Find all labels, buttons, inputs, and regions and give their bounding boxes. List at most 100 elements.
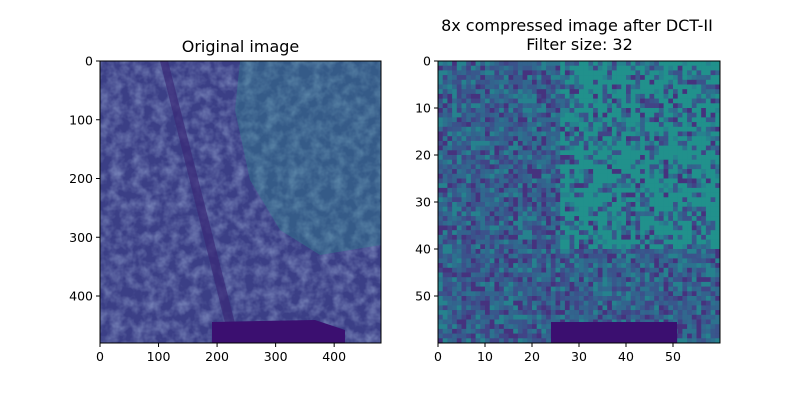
image-cell xyxy=(466,230,472,236)
image-cell xyxy=(494,267,500,273)
image-cell xyxy=(438,183,443,189)
image-cell xyxy=(499,244,505,250)
image-cell xyxy=(489,159,495,165)
image-cell xyxy=(696,300,702,306)
image-cell xyxy=(508,136,514,142)
image-cell xyxy=(452,286,458,292)
image-cell xyxy=(663,296,669,301)
image-cell xyxy=(541,140,547,146)
image-cell xyxy=(550,206,556,212)
image-cell xyxy=(438,220,443,226)
image-cell xyxy=(508,183,514,189)
image-cell xyxy=(442,89,448,95)
image-cell xyxy=(621,89,627,95)
image-cell xyxy=(677,192,683,198)
image-cell xyxy=(635,253,641,259)
image-cell xyxy=(715,178,721,184)
image-cell xyxy=(522,155,528,160)
image-cell xyxy=(710,277,716,283)
image-cell xyxy=(522,267,528,273)
image-cell xyxy=(447,89,453,95)
image-cell xyxy=(494,79,500,85)
image-cell xyxy=(456,178,462,184)
image-cell xyxy=(438,230,443,236)
image-cell xyxy=(527,202,533,207)
image-cell xyxy=(447,65,453,71)
image-cell xyxy=(475,216,481,222)
image-cell xyxy=(470,296,476,301)
image-cell xyxy=(466,187,472,193)
image-cell xyxy=(508,197,514,203)
image-cell xyxy=(649,272,655,278)
image-cell xyxy=(475,155,481,160)
image-cell xyxy=(616,108,622,113)
image-cell xyxy=(593,239,599,245)
image-cell xyxy=(447,145,453,151)
image-cell xyxy=(447,75,453,81)
image-cell xyxy=(611,230,617,236)
image-cell xyxy=(649,169,655,175)
image-cell xyxy=(480,117,486,123)
image-cell xyxy=(682,79,688,85)
image-cell xyxy=(607,253,613,259)
image-cell xyxy=(640,286,646,292)
image-cell xyxy=(710,169,716,175)
image-cell xyxy=(461,333,467,339)
image-cell xyxy=(691,314,697,320)
image-cell xyxy=(470,263,476,269)
image-cell xyxy=(687,244,693,250)
image-cell xyxy=(705,145,711,151)
image-cell xyxy=(452,206,458,212)
image-cell xyxy=(550,126,556,132)
image-cell xyxy=(682,126,688,132)
image-cell xyxy=(522,258,528,264)
image-cell xyxy=(447,126,453,132)
image-cell xyxy=(710,296,716,301)
image-cell xyxy=(480,277,486,283)
image-cell xyxy=(644,145,650,151)
image-cell xyxy=(630,89,636,95)
image-cell xyxy=(649,239,655,245)
image-cell xyxy=(541,155,547,160)
x-tick-label-original-4: 400 xyxy=(322,349,346,364)
image-cell xyxy=(696,155,702,160)
image-cell xyxy=(687,155,693,160)
image-cell xyxy=(550,258,556,264)
image-cell xyxy=(654,216,660,222)
image-cell xyxy=(668,70,674,76)
image-cell xyxy=(626,286,631,292)
image-cell xyxy=(644,286,650,292)
image-cell xyxy=(687,272,693,278)
image-cell xyxy=(635,75,641,81)
image-cell xyxy=(593,131,599,137)
image-cell xyxy=(517,314,523,320)
image-cell xyxy=(710,155,716,160)
image-cell xyxy=(616,169,622,175)
image-cell xyxy=(607,286,613,292)
image-cell xyxy=(621,277,627,283)
image-cell xyxy=(611,169,617,175)
image-cell xyxy=(621,263,627,269)
image-cell xyxy=(447,183,453,189)
image-cell xyxy=(499,84,505,90)
image-cell xyxy=(522,230,528,236)
image-cell xyxy=(635,244,641,250)
image-cell xyxy=(536,253,542,259)
image-cell xyxy=(489,140,495,146)
image-cell xyxy=(663,98,669,104)
image-cell xyxy=(560,103,566,109)
image-cell xyxy=(447,220,453,226)
image-cell xyxy=(588,65,594,71)
image-cell xyxy=(466,131,472,137)
image-cell xyxy=(452,319,458,325)
image-cell xyxy=(691,61,697,66)
image-cell xyxy=(508,70,514,76)
image-cell xyxy=(583,314,589,320)
image-cell xyxy=(597,272,603,278)
image-cell xyxy=(705,136,711,142)
image-cell xyxy=(701,108,707,113)
image-cell xyxy=(499,131,505,137)
image-cell xyxy=(555,79,561,85)
image-cell xyxy=(456,300,462,306)
image-cell xyxy=(508,286,514,292)
